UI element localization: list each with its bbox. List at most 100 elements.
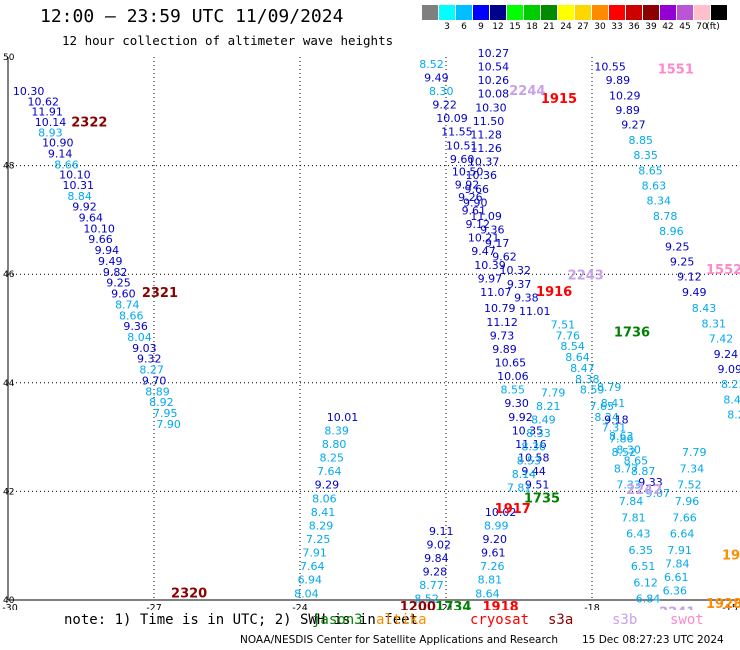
wave-height-value: 9.33: [638, 476, 663, 489]
wave-height-value: 9.61: [481, 547, 506, 560]
wave-height-value: 6.64: [670, 528, 695, 541]
wave-height-value: 7.95: [153, 407, 178, 420]
wave-height-value: 9.36: [480, 223, 505, 236]
pass-time-label: 1916: [536, 285, 572, 300]
wave-height-value: 6.43: [626, 528, 651, 541]
wave-height-value: 8.52: [419, 58, 444, 71]
wave-height-value: 6.61: [664, 571, 689, 584]
wave-height-value: 8.49: [531, 414, 556, 427]
wave-height-value: 6.51: [631, 560, 656, 573]
wave-height-value: 10.36: [465, 169, 497, 182]
wave-height-value: 8.21: [536, 400, 561, 413]
wave-height-value: 6.35: [629, 544, 654, 557]
wave-height-value: 8.92: [149, 396, 174, 409]
wave-height-value: 9.26: [458, 191, 483, 204]
satellite-label-s3a: s3a: [548, 612, 574, 628]
colorbar-tick-label: 42: [662, 22, 674, 32]
colorbar-swatch: [490, 5, 506, 20]
wave-height-value: 9.73: [490, 329, 515, 342]
colorbar-swatch: [439, 5, 455, 20]
credit-line: NOAA/NESDIS Center for Satellite Applica…: [240, 634, 558, 646]
wave-height-value: 8.23: [721, 378, 740, 391]
wave-height-value: 8.59: [580, 384, 605, 397]
colorbar-tick-label: 9: [478, 22, 484, 32]
pass-time-label: 1735: [524, 491, 560, 506]
wave-height-value: 11.07: [480, 286, 512, 299]
wave-height-value: 11.01: [519, 305, 551, 318]
wave-height-value: 8.55: [501, 384, 526, 397]
colorbar-tick-label: 18: [526, 22, 538, 32]
x-tick-label: -24: [292, 603, 308, 610]
wave-height-value: 7.81: [621, 511, 646, 524]
pass-time-label: 1915: [541, 92, 577, 107]
wave-height-value: 8.64: [565, 351, 590, 364]
pass-time-label: 2321: [142, 286, 178, 301]
wave-height-value: 10.01: [327, 411, 359, 424]
wave-height-value: 8.74: [115, 298, 140, 311]
wave-height-value: 8.78: [653, 210, 678, 223]
wave-height-value: 8.66: [119, 309, 143, 322]
wave-height-value: 9.97: [478, 272, 503, 285]
wave-height-value: 8.39: [324, 424, 349, 437]
wave-height-value: 9.82: [103, 266, 128, 279]
wave-height-value: 11.12: [486, 316, 517, 329]
y-tick-label: 46: [3, 270, 15, 280]
pass-time-label: 2322: [71, 116, 107, 131]
wave-height-value: 8.80: [322, 438, 347, 451]
wave-height-value: 10.09: [436, 112, 468, 125]
wave-height-value: 10.06: [497, 370, 528, 383]
wave-height-value: 8.87: [631, 465, 656, 478]
wave-height-value: 9.51: [525, 479, 550, 492]
pass-time-label: 2244: [509, 84, 545, 99]
wave-height-value: 7.33: [616, 479, 641, 492]
wave-height-value: 9.14: [48, 147, 72, 160]
wave-height-value: 8.36: [521, 441, 546, 454]
wave-height-value: 7.51: [551, 319, 576, 332]
wave-height-value: 8.65: [638, 164, 663, 177]
y-tick-label: 40: [3, 596, 15, 606]
wave-height-value: 8.06: [312, 492, 337, 505]
wave-height-value: 8.04: [294, 587, 319, 600]
wave-height-value: 7.34: [680, 462, 705, 475]
wave-height-value: 8.41: [601, 397, 626, 410]
pass-time-label: 1928: [706, 597, 740, 610]
wave-height-value: 9.36: [123, 320, 148, 333]
wave-height-value: 10.30: [13, 85, 45, 98]
wave-height-value: 9.84: [424, 552, 449, 565]
colorbar-tick-label: 36: [628, 22, 640, 32]
colorbar-swatch: [558, 5, 574, 20]
wave-height-value: 8.24: [594, 411, 619, 424]
wave-height-value: 8.66: [54, 158, 79, 171]
wave-height-value: 8.29: [309, 519, 334, 532]
wave-height-value: 8.47: [570, 362, 595, 375]
pass-time-label: 2242: [626, 483, 662, 498]
pass-time-label: 1200: [400, 600, 436, 610]
colorbar-swatch: [626, 5, 642, 20]
colorbar-swatch: [592, 5, 608, 20]
y-tick-label: 50: [3, 53, 15, 63]
wave-height-value: 7.64: [300, 560, 325, 573]
colorbar-tick-label: 27: [577, 22, 589, 32]
pass-time-label: 1551: [658, 62, 694, 77]
wave-height-value: 8.63: [642, 179, 667, 192]
wave-height-value: 8.24: [727, 409, 740, 422]
wave-height-value: 10.21: [468, 232, 500, 245]
wave-height-value: 9.90: [463, 196, 488, 209]
wave-height-value: 7.90: [156, 418, 181, 431]
colorbar-swatch: [524, 5, 540, 20]
wave-height-value: 6.12: [633, 576, 658, 589]
wave-height-value: 11.26: [470, 142, 502, 155]
wave-height-value: 8.41: [311, 506, 336, 519]
pass-time-label: 1918: [483, 600, 519, 610]
pass-time-label: 1734: [435, 600, 471, 610]
wave-height-value: 10.26: [478, 74, 510, 87]
wave-height-value: 10.08: [478, 88, 510, 101]
wave-height-value: 6.94: [298, 574, 323, 587]
wave-height-value: 9.27: [621, 119, 646, 132]
pass-time-label: 2320: [171, 586, 207, 601]
wave-height-value: 7.91: [667, 544, 692, 557]
wave-height-value: 7.42: [709, 333, 734, 346]
colorbar-swatch: [575, 5, 591, 20]
wave-height-value: 9.02: [427, 538, 452, 551]
wave-height-value: 9.89: [492, 343, 517, 356]
